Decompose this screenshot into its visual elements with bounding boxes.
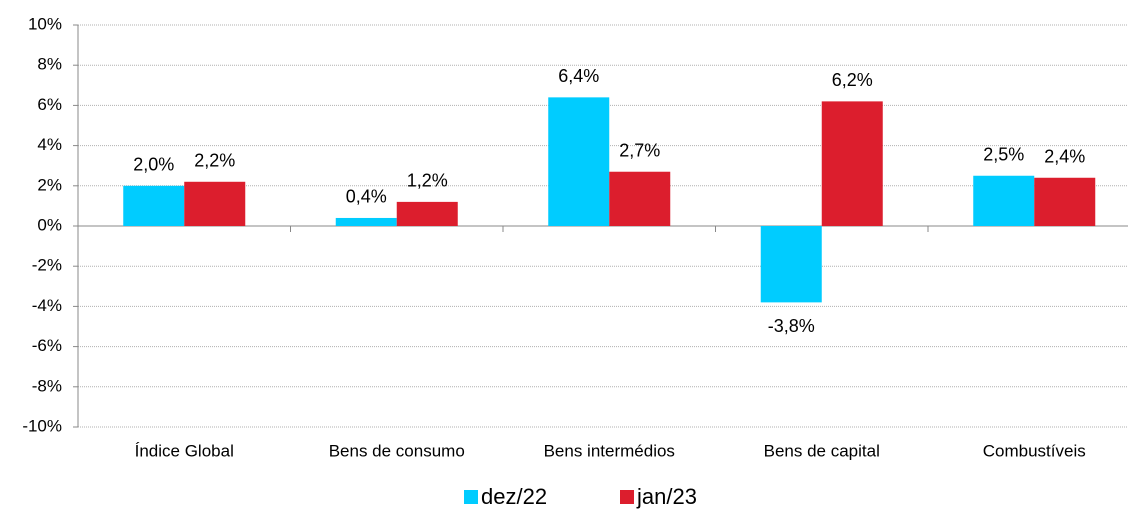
data-label: 2,2% — [194, 151, 235, 171]
y-tick-label: 2% — [37, 175, 62, 194]
bar — [609, 171, 671, 226]
y-tick-label: 0% — [37, 215, 62, 234]
y-tick-label: -4% — [32, 296, 62, 315]
data-label: 2,5% — [983, 145, 1024, 165]
bar — [396, 201, 458, 226]
bar — [1034, 177, 1096, 226]
y-tick-label: -2% — [32, 256, 62, 275]
y-tick-label: -8% — [32, 376, 62, 395]
bar — [760, 226, 822, 303]
x-tick-label: Índice Global — [135, 441, 234, 460]
data-label: 0,4% — [346, 187, 387, 207]
x-tick-label: Bens intermédios — [544, 441, 675, 460]
bar — [184, 181, 246, 226]
bar — [123, 185, 185, 226]
data-label: -3,8% — [768, 316, 815, 336]
bar — [548, 97, 610, 226]
y-tick-label: 8% — [37, 55, 62, 74]
bar — [335, 217, 397, 226]
x-tick-label: Combustíveis — [983, 441, 1086, 460]
bar — [821, 101, 883, 226]
x-tick-label: Bens de capital — [764, 441, 880, 460]
legend-label: dez/22 — [481, 484, 547, 509]
legend-swatch — [620, 490, 634, 504]
legend-swatch — [464, 490, 478, 504]
y-tick-label: -10% — [22, 416, 62, 435]
y-tick-label: 4% — [37, 135, 62, 154]
y-tick-label: 10% — [28, 14, 62, 33]
bar — [973, 175, 1035, 226]
x-tick-label: Bens de consumo — [329, 441, 465, 460]
y-tick-label: 6% — [37, 95, 62, 114]
data-label: 2,4% — [1044, 147, 1085, 167]
legend-label: jan/23 — [636, 484, 697, 509]
data-label: 2,7% — [619, 140, 660, 160]
data-label: 6,4% — [558, 66, 599, 86]
data-label: 2,0% — [133, 155, 174, 175]
data-label: 1,2% — [407, 171, 448, 191]
data-label: 6,2% — [832, 70, 873, 90]
y-tick-label: -6% — [32, 336, 62, 355]
